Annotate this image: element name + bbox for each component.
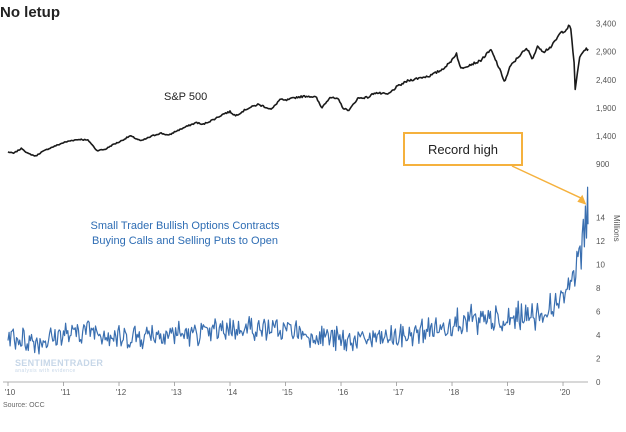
x-tick-label: '10: [5, 388, 16, 397]
options-y-tick-label: 12: [596, 237, 605, 246]
options-series-label-line-1: Small Trader Bullish Options Contracts: [90, 220, 280, 232]
watermark-logo: SENTIMENTRADER analysis with evidence: [15, 358, 103, 374]
options-y-tick-label: 10: [596, 261, 605, 270]
x-tick-label: '20: [560, 388, 571, 397]
watermark-text: SENTIMENTRADER: [15, 358, 104, 368]
sp500-series-label: S&P 500: [164, 91, 208, 103]
sp500-line: [7, 24, 589, 157]
x-tick-label: '16: [338, 388, 349, 397]
options-line: [7, 186, 589, 355]
source-note: Source: OCC: [3, 402, 45, 409]
options-y-tick-label: 0: [596, 378, 601, 387]
sp500-y-tick-label: 1,400: [596, 132, 617, 141]
x-tick-label: '18: [449, 388, 460, 397]
options-y-tick-label: 4: [596, 331, 601, 340]
x-tick-label: '11: [61, 388, 71, 397]
options-y-tick-label: 8: [596, 284, 601, 293]
options-y-tick-label: 14: [596, 214, 605, 223]
record-high-callout: Record high: [403, 132, 523, 166]
sp500-y-tick-label: 2,400: [596, 76, 617, 85]
options-y-tick-label: 6: [596, 308, 601, 317]
chart-title: No letup: [0, 4, 60, 21]
sp500-y-tick-label: 3,400: [596, 20, 617, 29]
sp500-y-tick-label: 900: [596, 160, 610, 169]
callout-arrowhead: [577, 194, 587, 205]
x-tick-label: '17: [393, 388, 404, 397]
options-y-tick-label: 2: [596, 355, 601, 364]
options-y-axis-label: Millions: [612, 215, 621, 242]
sp500-y-tick-label: 1,900: [596, 104, 617, 113]
sp500-y-tick-label: 2,900: [596, 48, 617, 57]
callout-arrow: [511, 165, 583, 200]
x-tick-label: '15: [282, 388, 293, 397]
x-tick-label: '12: [116, 388, 127, 397]
x-tick-label: '14: [227, 388, 238, 397]
watermark-subtext: analysis with evidence: [15, 368, 76, 374]
x-tick-label: '19: [504, 388, 515, 397]
options-series-label-line-2: Buying Calls and Selling Puts to Open: [92, 235, 278, 247]
x-tick-label: '13: [171, 388, 182, 397]
options-series-label: Small Trader Bullish Options Contracts B…: [70, 219, 300, 249]
